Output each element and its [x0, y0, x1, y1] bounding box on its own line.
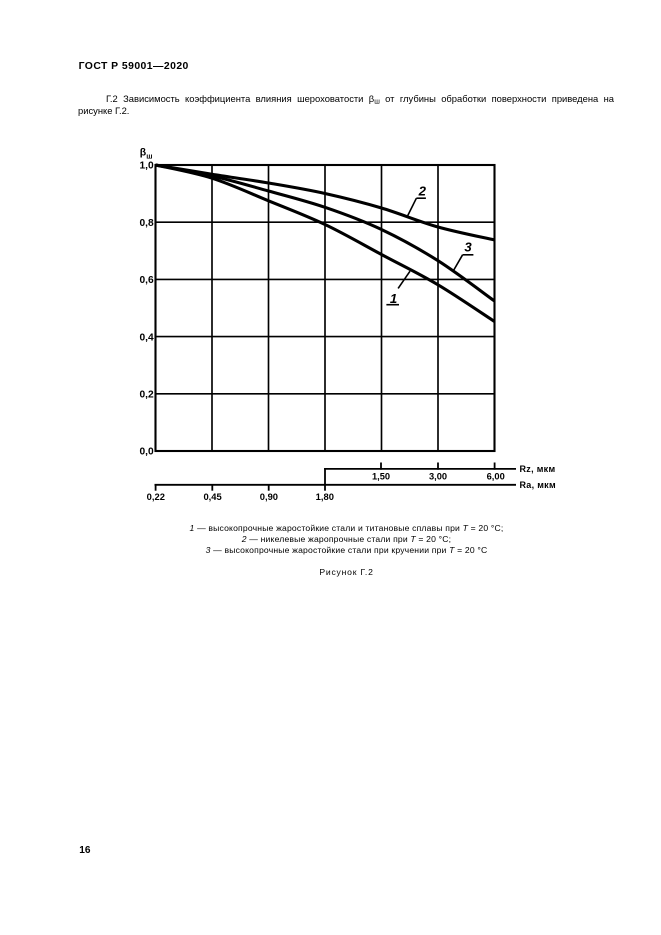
svg-text:0,0: 0,0	[140, 447, 154, 458]
svg-text:1,80: 1,80	[316, 491, 334, 502]
svg-text:0,6: 0,6	[140, 275, 154, 286]
svg-text:0,45: 0,45	[203, 491, 221, 502]
svg-text:Rz, мкм: Rz, мкм	[520, 464, 556, 474]
svg-text:βш: βш	[140, 147, 153, 161]
svg-text:3: 3	[464, 240, 472, 255]
svg-text:0,4: 0,4	[140, 332, 154, 343]
svg-text:1,0: 1,0	[140, 161, 154, 172]
svg-text:0,90: 0,90	[260, 491, 278, 502]
svg-text:1,50: 1,50	[372, 472, 390, 482]
svg-text:3,00: 3,00	[429, 472, 447, 482]
svg-text:1: 1	[390, 291, 397, 306]
svg-text:0,2: 0,2	[140, 390, 154, 401]
svg-text:0,8: 0,8	[140, 218, 154, 229]
svg-text:0,22: 0,22	[147, 491, 165, 502]
svg-text:6,00: 6,00	[487, 472, 505, 482]
svg-text:2: 2	[418, 183, 427, 198]
svg-text:Ra, мкм: Ra, мкм	[520, 480, 556, 490]
